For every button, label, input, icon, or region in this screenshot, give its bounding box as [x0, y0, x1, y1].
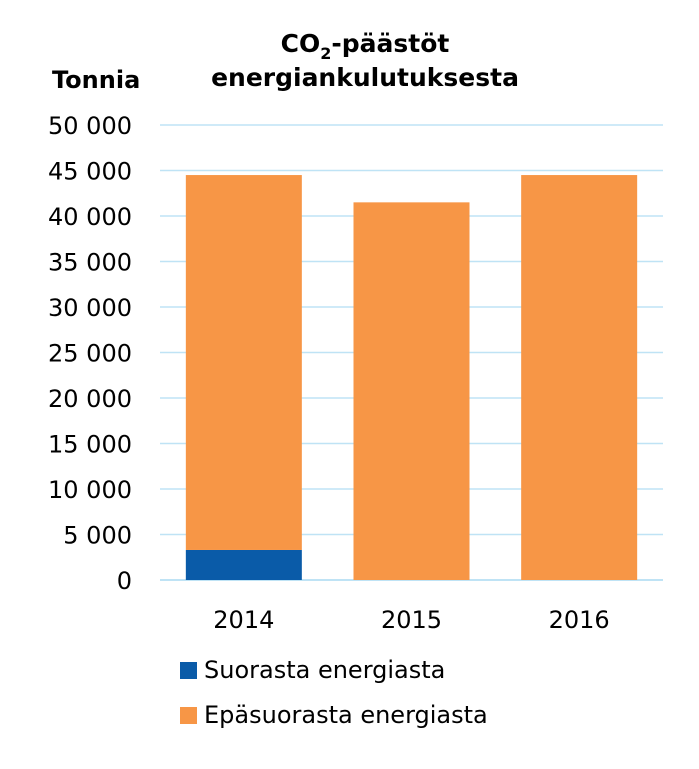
legend-label: Suorasta energiasta	[204, 656, 445, 684]
chart-title-line1: CO2-päästöt	[281, 29, 450, 63]
y-tick-label: 5 000	[63, 522, 132, 550]
y-tick-label: 35 000	[48, 249, 132, 277]
title-prefix: CO	[281, 29, 321, 58]
x-tick-label: 2016	[549, 606, 610, 634]
bars	[185, 175, 638, 581]
y-tick-label: 10 000	[48, 476, 132, 504]
y-tick-label: 0	[117, 567, 132, 595]
bar-segment	[353, 202, 470, 580]
y-tick-label: 30 000	[48, 294, 132, 322]
x-tick-label: 2014	[213, 606, 274, 634]
y-tick-label: 15 000	[48, 431, 132, 459]
legend: Suorasta energiasta Epäsuorasta energiast…	[180, 656, 488, 729]
legend-swatch	[180, 707, 197, 724]
y-tick-label: 20 000	[48, 385, 132, 413]
x-tick-label: 2015	[381, 606, 442, 634]
title-subscript: 2	[320, 44, 331, 63]
bar-segment	[185, 549, 302, 580]
legend-swatch	[180, 662, 197, 679]
y-tick-label: 45 000	[48, 158, 132, 186]
bar-segment	[185, 175, 302, 550]
legend-label: Epäsuorasta energiasta	[204, 701, 488, 729]
title-suffix: -päästöt	[331, 29, 449, 58]
x-tick-labels: 2014 2015 2016	[213, 606, 609, 634]
y-tick-label: 25 000	[48, 340, 132, 368]
y-axis-label: Tonnia	[52, 66, 140, 94]
bar-segment	[521, 175, 638, 581]
y-tick-labels: 0 5 000 10 000 15 000 20 000 25 000 30 000 35 0…	[48, 112, 132, 595]
y-tick-label: 40 000	[48, 203, 132, 231]
y-tick-label: 50 000	[48, 112, 132, 140]
chart-title-line2: energiankulutuksesta	[211, 63, 519, 92]
